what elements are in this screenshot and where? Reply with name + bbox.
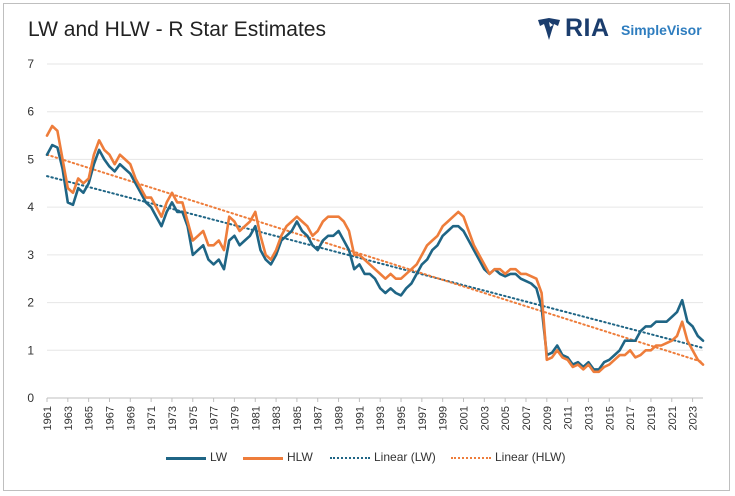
- legend-label: Linear (LW): [374, 450, 436, 464]
- x-tick-label: 1995: [396, 406, 408, 430]
- x-tick-label: 1963: [63, 406, 75, 430]
- y-tick-label: 7: [27, 57, 34, 71]
- legend-label: HLW: [287, 450, 313, 464]
- eagle-logo-icon: [538, 18, 560, 40]
- logo-text-simplevisor: SimpleVisor: [621, 22, 702, 38]
- y-axis-ticks: 0 1 2 3 4 5 6 7: [27, 57, 34, 405]
- x-tick-label: 2009: [542, 406, 554, 430]
- legend-swatch: [243, 457, 283, 460]
- x-tick-label: 1999: [438, 406, 450, 430]
- x-tick-label: 1993: [375, 406, 387, 430]
- x-tick-label: 1983: [271, 406, 283, 430]
- y-tick-label: 4: [27, 200, 34, 214]
- x-tick-label: 1997: [417, 406, 429, 430]
- x-tick-label: 1965: [84, 406, 96, 430]
- logo-text-ria: RIA: [565, 14, 610, 42]
- x-tick-label: 2021: [667, 406, 679, 430]
- x-tick-label: 2019: [646, 406, 658, 430]
- series-line-hlw: [45, 124, 705, 374]
- x-tick-label: 2007: [521, 406, 533, 430]
- x-tick-label: 1985: [292, 406, 304, 430]
- x-tick-label: 1979: [229, 406, 241, 430]
- series-line-linear-hlw: [46, 153, 704, 364]
- x-axis-ticks: 1961 1963 1965 1967 1969 1971 1973 1975 1977 1979…: [42, 398, 700, 430]
- x-tick-label: 1989: [334, 406, 346, 430]
- x-tick-label: 2005: [500, 406, 512, 430]
- y-tick-label: 3: [27, 248, 34, 262]
- x-tick-label: 1969: [125, 406, 137, 430]
- y-tick-label: 6: [27, 105, 34, 119]
- y-tick-label: 1: [27, 343, 34, 357]
- x-tick-label: 2003: [479, 406, 491, 430]
- x-tick-label: 1967: [104, 406, 116, 430]
- chart-title: LW and HLW - R Star Estimates: [28, 18, 326, 41]
- x-tick-label: 1961: [42, 406, 54, 430]
- legend-swatch: [451, 457, 491, 459]
- y-tick-label: 0: [27, 391, 34, 405]
- y-tick-label: 5: [27, 152, 34, 166]
- y-tick-label: 2: [27, 296, 34, 310]
- x-tick-label: 1971: [146, 406, 158, 430]
- chart-frame: [3, 3, 730, 491]
- x-tick-label: 1973: [167, 406, 179, 430]
- x-tick-label: 2017: [625, 406, 637, 430]
- x-tick-label: 2001: [459, 406, 471, 430]
- legend-label: LW: [210, 450, 228, 464]
- x-tick-label: 1977: [209, 406, 221, 430]
- x-tick-label: 2015: [604, 406, 616, 430]
- x-tick-label: 1991: [354, 406, 366, 430]
- ria-logo: RIA SimpleVisor: [536, 14, 716, 46]
- series-line-lw: [45, 143, 705, 371]
- x-tick-label: 2013: [583, 406, 595, 430]
- series-layer: [45, 124, 705, 374]
- x-tick-label: 1981: [250, 406, 262, 430]
- x-tick-label: 2011: [563, 406, 575, 430]
- x-tick-label: 2023: [688, 406, 700, 430]
- legend-swatch: [166, 457, 206, 460]
- x-tick-label: 1975: [188, 406, 200, 430]
- grid-lines: [47, 63, 703, 399]
- legend: LW HLW Linear (LW) Linear (HLW): [0, 446, 735, 470]
- legend-swatch: [330, 457, 370, 459]
- legend-label: Linear (HLW): [495, 450, 566, 464]
- x-tick-label: 1987: [313, 406, 325, 430]
